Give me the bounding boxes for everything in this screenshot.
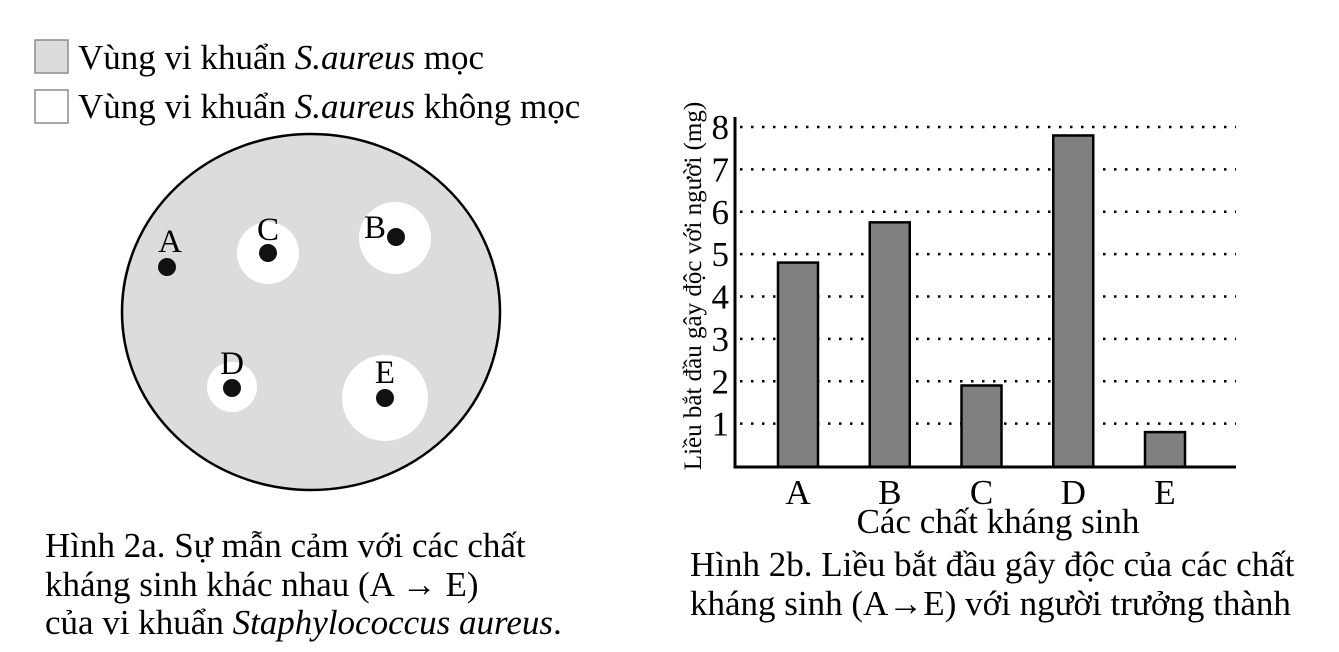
antibiotic-spot-D [223,379,241,397]
caption-2a-species-name: Staphylococcus aureus [233,603,553,642]
legend-label-growth-suffix: mọc [415,38,484,77]
agar-plate [120,132,502,492]
caption-2b-line-2: kháng sinh (A→E) với người trưởng thành [690,584,1291,623]
legend-label-no-growth-species: S.aureus [295,87,415,126]
y-tick-labels: 1 234 56 78 [712,108,730,444]
legend-label-no-growth-prefix: Vùng vi khuẩn [78,87,295,126]
bar-E [1143,430,1187,469]
caption-2a-line-1: Hình 2a. Sự mẫn cảm với các chất [45,526,526,565]
antibiotic-spot-A [158,258,176,276]
legend-label-growth-species: S.aureus [295,38,415,77]
legend-label-growth-prefix: Vùng vi khuẩn [78,38,295,77]
bars [776,134,1187,469]
x-tick-label-E: E [1154,473,1175,512]
antibiotic-spot-B [387,228,405,246]
legend-label-no-growth-suffix: không mọc [415,87,580,126]
spot-label-C: C [257,212,279,248]
caption-2a-line-2: kháng sinh khác nhau (A → E) [45,565,479,604]
y-tick-label-1: 1 [712,405,730,444]
bar-A [776,261,820,469]
x-tick-labels: A B C D E [785,473,1175,512]
legend-swatch-no-growth [34,89,69,124]
caption-2a-line-3-suffix: . [553,603,562,642]
petri-dish: A B C D E [120,132,502,492]
legend-label-growth: Vùng vi khuẩn S.aureus mọc [78,38,484,77]
x-tick-label-A: A [785,473,811,512]
bar-C [960,384,1003,469]
bar-D [1052,134,1095,469]
antibiotic-spot-E [376,389,394,407]
legend-swatch-growth [34,39,69,74]
caption-2b: Hình 2b. Liều bắt đầu gây độc của các ch… [690,545,1295,623]
caption-2b-line-1: Hình 2b. Liều bắt đầu gây độc của các ch… [690,545,1295,584]
x-tick-label-D: D [1061,473,1086,512]
y-tick-label-4: 4 [712,278,730,317]
spot-label-B: B [364,210,386,246]
legend: Vùng vi khuẩn S.aureus mọc Vùng vi khuẩn… [34,38,580,126]
caption-2a-line-3: của vi khuẩn Staphylococcus aureus. [45,603,562,642]
legend-label-no-growth: Vùng vi khuẩn S.aureus không mọc [78,87,580,126]
y-tick-label-7: 7 [712,150,730,189]
bar-B [868,221,911,469]
y-tick-label-5: 5 [712,235,730,274]
x-axis-title: Các chất kháng sinh [857,502,1140,541]
y-tick-label-6: 6 [712,193,730,232]
spot-label-D: D [220,346,244,382]
antibiotic-spot-C [259,244,277,262]
y-tick-label-3: 3 [712,320,730,359]
x-tick-label-B: B [878,473,901,512]
bar-chart: 1 234 56 78 A B C D E Các chất kháng sinh Liều … [680,102,1236,541]
caption-2a: Hình 2a. Sự mẫn cảm với các chất kháng s… [45,526,562,642]
caption-2a-line-3-prefix: của vi khuẩn [45,603,233,642]
x-tick-label-C: C [970,473,993,512]
y-tick-label-8: 8 [712,108,730,147]
y-axis-title: Liều bắt đầu gây độc với người (mg) [680,102,707,470]
spot-label-E: E [375,355,395,391]
spot-label-A: A [158,224,182,260]
y-tick-label-2: 2 [712,362,730,401]
